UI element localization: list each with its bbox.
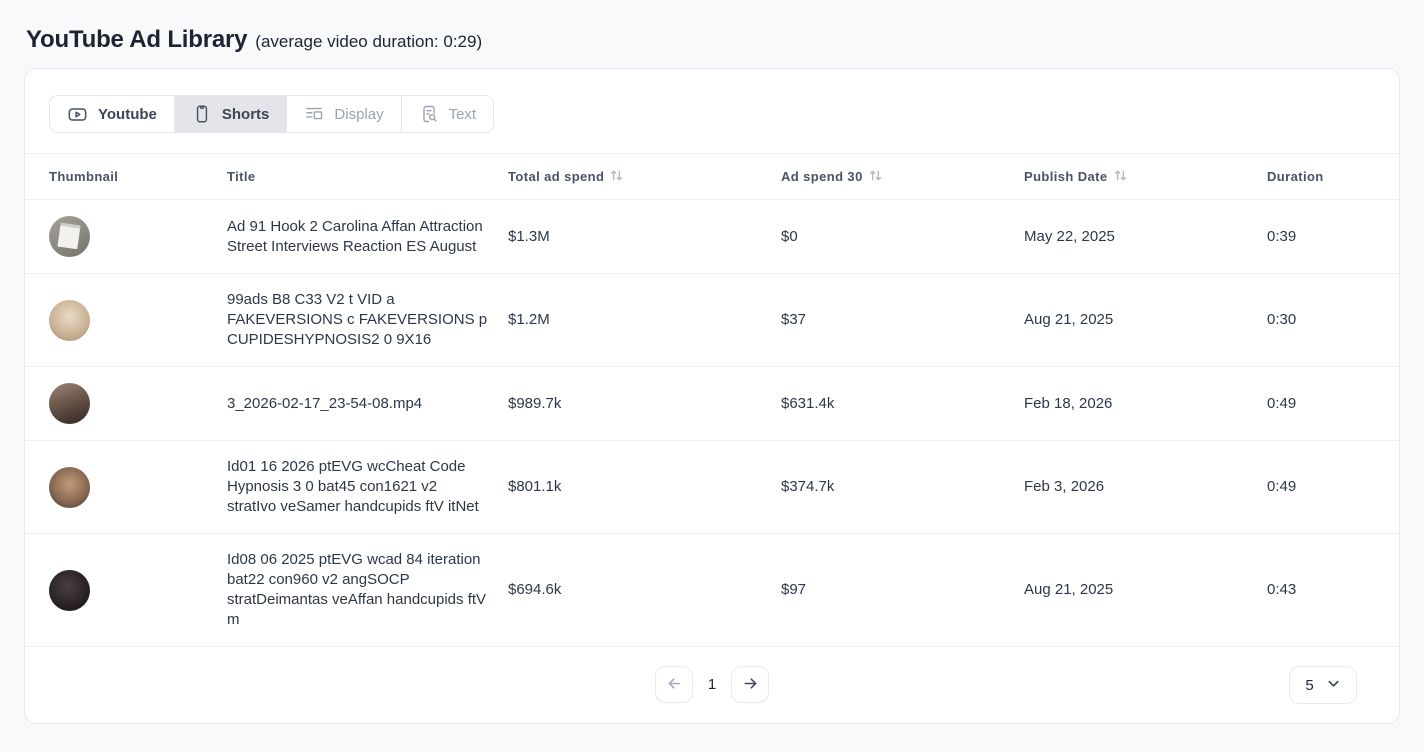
next-page-button[interactable] xyxy=(731,666,769,703)
duration-value: 0:49 xyxy=(1267,394,1297,412)
tab-group: Youtube Shorts xyxy=(49,95,495,133)
publish-date-value: Aug 21, 2025 xyxy=(1024,581,1114,598)
arrow-right-icon xyxy=(741,674,760,696)
page-size-value: 5 xyxy=(1305,676,1314,694)
duration-value: 0:39 xyxy=(1267,227,1297,245)
ad-title: Id01 16 2026 ptEVG wcCheat Code Hypnosis… xyxy=(227,458,479,515)
tab-bar: Youtube Shorts xyxy=(25,69,1399,153)
duration-value: 0:30 xyxy=(1267,311,1297,328)
ad-title: 99ads B8 C33 V2 t VID a FAKEVERSIONS c F… xyxy=(227,291,488,348)
publish-date-value: May 22, 2025 xyxy=(1024,227,1115,245)
page-title: YouTube Ad Library xyxy=(26,26,248,53)
current-page-number: 1 xyxy=(707,676,717,693)
table-footer: 1 5 xyxy=(25,647,1399,723)
column-header-thumbnail: Thumbnail xyxy=(49,169,119,184)
column-header-total-ad-spend[interactable]: Total ad spend xyxy=(508,168,781,186)
tab-shorts[interactable]: Shorts xyxy=(174,96,288,132)
pagination: 1 xyxy=(655,666,769,703)
page-size-select[interactable]: 5 xyxy=(1289,666,1357,704)
page-subtitle: (average video duration: 0:29) xyxy=(255,32,483,51)
sort-icon xyxy=(609,168,624,186)
table-header-row: Thumbnail Title Total ad spend Ad spend … xyxy=(25,153,1399,200)
arrow-left-icon xyxy=(665,674,684,696)
ad-title: Ad 91 Hook 2 Carolina Affan Attraction S… xyxy=(227,217,483,255)
tab-text[interactable]: Text xyxy=(401,96,494,132)
column-header-ad-spend-30[interactable]: Ad spend 30 xyxy=(781,168,1024,186)
duration-value: 0:49 xyxy=(1267,478,1297,495)
text-search-icon xyxy=(419,104,439,124)
publish-date-value: Aug 21, 2025 xyxy=(1024,311,1114,328)
video-thumbnail xyxy=(49,299,90,341)
total-ad-spend-value: $989.7k xyxy=(508,394,562,412)
column-header-duration: Duration xyxy=(1267,169,1324,184)
publish-date-value: Feb 3, 2026 xyxy=(1024,478,1105,495)
table-row[interactable]: Id01 16 2026 ptEVG wcCheat Code Hypnosis… xyxy=(25,441,1399,534)
table-row[interactable]: 99ads B8 C33 V2 t VID a FAKEVERSIONS c F… xyxy=(25,274,1399,367)
ad-title: Id08 06 2025 ptEVG wcad 84 iteration bat… xyxy=(227,551,487,628)
total-ad-spend-value: $1.2M xyxy=(508,311,550,328)
tab-label: Text xyxy=(448,105,477,123)
ad-spend-30-value: $97 xyxy=(781,581,807,598)
ad-title: 3_2026-02-17_23-54-08.mp4 xyxy=(227,394,423,412)
video-thumbnail xyxy=(49,216,90,257)
tab-label: Shorts xyxy=(221,105,270,123)
publish-date-value: Feb 18, 2026 xyxy=(1024,394,1113,412)
page-header: YouTube Ad Library (average video durati… xyxy=(0,0,1424,68)
tab-youtube[interactable]: Youtube xyxy=(50,96,175,132)
table-row[interactable]: 3_2026-02-17_23-54-08.mp4 $989.7k $631.4… xyxy=(25,367,1399,441)
duration-value: 0:43 xyxy=(1267,581,1297,598)
ad-spend-30-value: $374.7k xyxy=(781,478,835,495)
video-thumbnail xyxy=(49,569,90,611)
ad-spend-30-value: $0 xyxy=(781,227,798,245)
tab-label: Display xyxy=(334,105,384,123)
ad-spend-30-value: $37 xyxy=(781,311,807,328)
table-row[interactable]: Id08 06 2025 ptEVG wcad 84 iteration bat… xyxy=(25,534,1399,647)
video-thumbnail xyxy=(49,466,90,508)
ad-library-card: Youtube Shorts xyxy=(24,68,1400,724)
ads-table: Thumbnail Title Total ad spend Ad spend … xyxy=(25,153,1399,647)
total-ad-spend-value: $1.3M xyxy=(508,227,550,245)
total-ad-spend-value: $801.1k xyxy=(508,478,562,495)
tab-label: Youtube xyxy=(98,105,157,123)
shorts-icon xyxy=(192,104,212,124)
column-header-publish-date[interactable]: Publish Date xyxy=(1024,168,1267,186)
total-ad-spend-value: $694.6k xyxy=(508,581,562,598)
video-thumbnail xyxy=(49,383,90,424)
column-header-title: Title xyxy=(227,169,256,184)
sort-icon xyxy=(1113,168,1128,186)
chevron-down-icon xyxy=(1326,676,1341,695)
youtube-icon xyxy=(67,104,88,125)
sort-icon xyxy=(868,168,883,186)
ad-spend-30-value: $631.4k xyxy=(781,394,835,412)
tab-display[interactable]: Display xyxy=(287,96,402,132)
table-row[interactable]: Ad 91 Hook 2 Carolina Affan Attraction S… xyxy=(25,200,1399,274)
display-icon xyxy=(304,104,324,124)
previous-page-button[interactable] xyxy=(655,666,693,703)
